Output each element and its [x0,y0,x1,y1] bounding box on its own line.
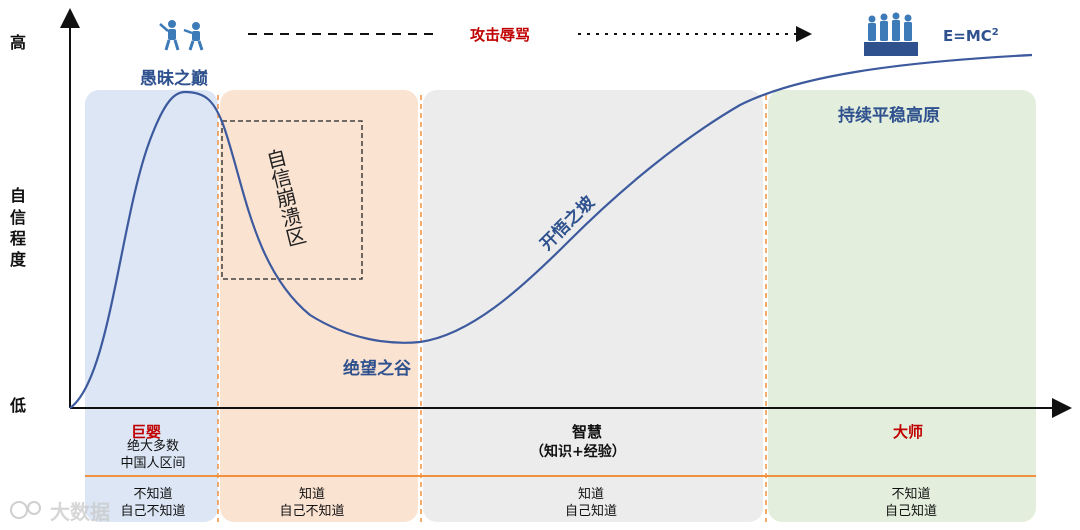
y-axis-label-char-2: 信 [10,208,27,227]
confidence-curve [69,53,1033,409]
y-axis-high-label: 高 [10,33,27,52]
attack-label: 攻击辱骂 [470,26,531,44]
y-axis-low-label: 低 [10,396,27,415]
team-podium-icon [864,12,918,56]
arguing-people-icon [159,20,204,51]
watermark-logo-icon [10,501,41,519]
collapse-zone-box [221,120,363,280]
stage-1-subtitle-line-2: 中国人区间 [120,456,186,471]
peak-label: 愚昧之巅 [140,69,208,89]
stage-3-knowledge-line-2: 自己知道 [564,504,617,519]
stage-2-knowledge-line-2: 自己不知道 [279,504,345,519]
y-axis-label-char-3: 程 [10,229,27,248]
zone-stage-2 [220,90,418,522]
stage-1-subtitle-line-1: 绝大多数 [126,439,179,454]
stage-1-title: 巨婴 [131,423,162,441]
formula-base: E=MC [943,27,992,45]
plateau-label: 持续平稳高原 [838,106,940,126]
zone-stage-3 [423,90,763,522]
stage-1-knowledge-line-2: 自己不知道 [120,504,186,519]
stage-4-knowledge-line-2: 自己知道 [884,504,937,519]
y-axis-label-char-4: 度 [10,250,27,269]
stage-3-knowledge-line-1: 知道 [577,487,604,502]
stage-1-knowledge-line-1: 不知道 [133,487,173,502]
formula-label: E=MC2 [943,27,999,45]
zone-stage-1 [85,90,218,522]
watermark-text: 大数据 [50,500,110,524]
y-axis-label-char-1: 自 [10,186,27,205]
stage-2-knowledge-line-1: 知道 [298,487,325,502]
formula-sup: 2 [991,27,999,38]
stage-4-knowledge-line-1: 不知道 [891,487,931,502]
zone-stage-4 [768,90,1036,522]
valley-label: 绝望之谷 [343,359,411,379]
stage-3-subtitle: （知识+经验） [530,444,626,460]
stage-3-title: 智慧 [572,423,603,441]
stage-4-title: 大师 [893,423,924,441]
